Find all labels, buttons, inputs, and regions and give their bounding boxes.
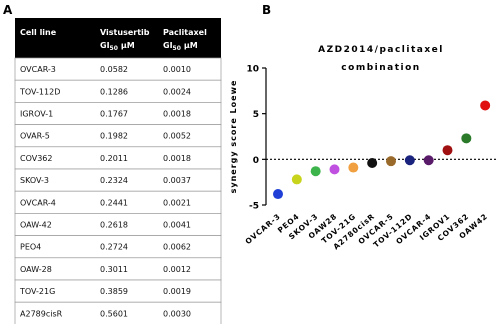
table-cell: SKOV-3 bbox=[20, 176, 49, 185]
table-cell: 0.2618 bbox=[100, 221, 128, 230]
table-cell: 0.2724 bbox=[100, 243, 128, 252]
table-cell: 0.2324 bbox=[100, 176, 128, 185]
dot bbox=[423, 155, 434, 166]
table-cell: 0.0024 bbox=[163, 87, 191, 96]
gi-symbol: GI bbox=[100, 41, 110, 50]
table-cell: 0.0582 bbox=[100, 65, 128, 74]
table-cell: 0.0019 bbox=[163, 287, 191, 296]
table-cell: 0.0037 bbox=[163, 176, 191, 185]
table-cell: 0.3011 bbox=[100, 265, 128, 274]
table-cell: IGROV-1 bbox=[20, 110, 53, 119]
unit: μM bbox=[184, 41, 198, 50]
dot bbox=[442, 145, 453, 156]
dot bbox=[404, 155, 415, 166]
table-cell: 0.0010 bbox=[163, 65, 191, 74]
gi-symbol: GI bbox=[163, 41, 173, 50]
table-cell: 0.0018 bbox=[163, 154, 191, 163]
table-header bbox=[15, 18, 221, 58]
unit: μM bbox=[121, 41, 135, 50]
table-cell: TOV-21G bbox=[19, 287, 55, 296]
table-cell: PEO4 bbox=[20, 243, 41, 252]
header-cell: GI50 μM bbox=[100, 41, 135, 52]
table-cell: COV362 bbox=[20, 154, 52, 163]
table-cell: OAW-28 bbox=[20, 265, 52, 274]
header-cell: Vistusertib bbox=[100, 28, 150, 37]
header-cell: GI50 μM bbox=[163, 41, 198, 52]
table-cell: A2789cisR bbox=[20, 309, 63, 318]
table-cell: TOV-112D bbox=[19, 87, 60, 96]
y-tick-label: -5 bbox=[249, 202, 259, 212]
dot bbox=[461, 133, 472, 144]
table-cell: 0.0030 bbox=[163, 309, 191, 318]
y-tick-label: 0 bbox=[253, 156, 259, 166]
dot bbox=[291, 174, 302, 185]
table-cell: 0.0018 bbox=[163, 110, 191, 119]
dot bbox=[348, 162, 359, 173]
table-cell: 0.1767 bbox=[100, 110, 128, 119]
table-cell: OAW-42 bbox=[20, 221, 52, 230]
table-cell: OVAR-5 bbox=[20, 132, 50, 141]
table-cell: 0.0041 bbox=[163, 221, 191, 230]
panel-label: A bbox=[3, 3, 13, 17]
dot bbox=[273, 189, 283, 200]
table-cell: 0.5601 bbox=[100, 309, 128, 318]
table-cell: OVCAR-4 bbox=[20, 198, 56, 207]
dot bbox=[386, 156, 396, 167]
y-axis-label: synergy score Loewe bbox=[229, 80, 238, 194]
dot bbox=[480, 100, 491, 111]
table-cell: 0.0052 bbox=[163, 132, 191, 141]
y-tick-label: 10 bbox=[246, 65, 259, 75]
table-cell: OVCAR-3 bbox=[20, 65, 56, 74]
chart-title: AZD2014/paclitaxel bbox=[318, 45, 444, 55]
header-cell: Paclitaxel bbox=[163, 28, 207, 37]
dot bbox=[329, 164, 340, 175]
gi-subscript: 50 bbox=[173, 45, 181, 52]
table-cell: 0.1286 bbox=[100, 87, 128, 96]
y-tick-label: 5 bbox=[253, 110, 259, 120]
header-cell: Cell line bbox=[20, 28, 57, 37]
table-cell: 0.0062 bbox=[163, 243, 191, 252]
chart-title: combination bbox=[341, 63, 420, 73]
dot bbox=[367, 157, 378, 168]
gi-subscript: 50 bbox=[110, 45, 118, 52]
panel-label: B bbox=[262, 3, 271, 17]
table-cell: 0.0012 bbox=[163, 265, 191, 274]
table-cell: 0.3859 bbox=[100, 287, 128, 296]
table-cell: 0.2011 bbox=[100, 154, 128, 163]
table-cell: 0.2441 bbox=[100, 198, 128, 207]
table-cell: 0.0021 bbox=[163, 198, 191, 207]
dot bbox=[310, 166, 321, 177]
table-cell: 0.1982 bbox=[100, 132, 128, 141]
